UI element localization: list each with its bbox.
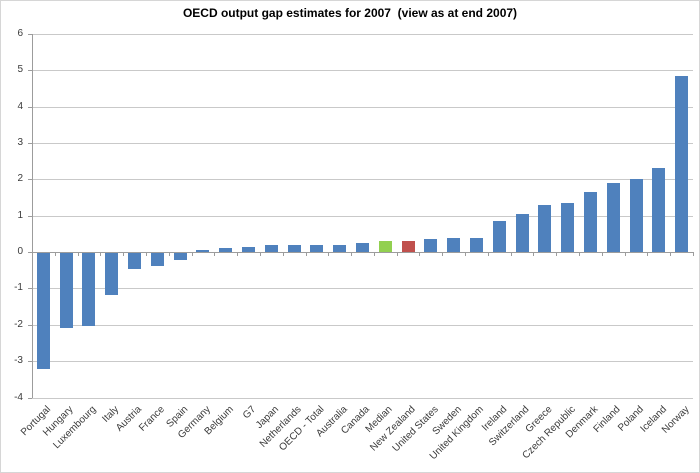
- y-axis-tick: [28, 397, 32, 399]
- x-axis-tick: [601, 252, 603, 257]
- gridline: [32, 361, 693, 363]
- gridline: [32, 70, 693, 72]
- bar-finland: [606, 183, 620, 253]
- y-axis-tick: [28, 179, 32, 181]
- bar-italy: [105, 253, 119, 295]
- x-axis-tick: [214, 252, 216, 257]
- x-axis-tick: [693, 252, 694, 257]
- y-tick-label: 1: [17, 209, 23, 221]
- bar-poland: [629, 179, 643, 253]
- y-tick-label: -4: [14, 391, 23, 403]
- x-axis-tick: [328, 252, 330, 257]
- gridline: [32, 397, 693, 399]
- x-axis-tick: [145, 252, 147, 257]
- bar-spain: [173, 253, 187, 261]
- x-axis-tick: [191, 252, 193, 257]
- x-axis-tick: [100, 252, 102, 257]
- gridline: [32, 215, 693, 217]
- bar-switzerland: [515, 213, 529, 253]
- bar-greece: [538, 204, 552, 253]
- chart-title: OECD output gap estimates for 2007 (view…: [182, 6, 518, 20]
- bar-france: [150, 253, 164, 266]
- x-axis-tick: [32, 252, 33, 257]
- x-axis-tick: [237, 252, 239, 257]
- y-axis-tick: [28, 361, 32, 363]
- gridline: [32, 143, 693, 145]
- x-axis-tick: [54, 252, 56, 257]
- y-axis-tick: [28, 215, 32, 217]
- gridline: [32, 288, 693, 290]
- gridline: [32, 324, 693, 326]
- category-label-g7: G7: [241, 403, 259, 421]
- y-axis-tick: [28, 252, 32, 254]
- bar-belgium: [219, 248, 233, 253]
- y-tick-label: -2: [14, 318, 23, 330]
- gridline: [32, 106, 693, 108]
- y-axis-line: [32, 34, 33, 398]
- y-tick-label: 3: [17, 137, 23, 149]
- y-tick-label: 0: [17, 246, 23, 258]
- gridline: [32, 179, 693, 181]
- bar-median: [378, 241, 392, 253]
- y-axis-tick: [28, 288, 32, 290]
- x-axis-tick: [533, 252, 535, 257]
- x-axis-tick: [487, 252, 489, 257]
- x-axis-tick: [351, 252, 353, 257]
- y-tick-label: -1: [14, 282, 23, 294]
- x-axis-tick: [123, 252, 125, 257]
- x-axis-tick: [396, 252, 398, 257]
- x-axis-tick: [510, 252, 512, 257]
- bar-hungary: [59, 253, 73, 328]
- y-axis-tick: [28, 70, 32, 72]
- x-axis-tick: [624, 252, 626, 257]
- x-axis-tick: [579, 252, 581, 257]
- x-axis-tick: [465, 252, 467, 257]
- bar-australia: [333, 244, 347, 253]
- bar-portugal: [36, 253, 50, 370]
- zero-axis-line: [32, 252, 693, 254]
- x-axis-tick: [168, 252, 170, 257]
- y-tick-label: 6: [17, 28, 23, 39]
- bar-united-states: [424, 239, 438, 253]
- y-axis-tick: [28, 106, 32, 108]
- bar-ireland: [492, 221, 506, 253]
- x-axis-tick: [77, 252, 79, 257]
- x-axis-tick: [282, 252, 284, 257]
- y-axis-tick: [28, 34, 32, 35]
- y-tick-label: 2: [17, 173, 23, 185]
- y-tick-label: 4: [17, 100, 23, 112]
- bar-japan: [264, 244, 278, 253]
- bar-denmark: [583, 192, 597, 253]
- y-tick-label: -3: [14, 355, 23, 367]
- bar-luxembourg: [82, 253, 96, 326]
- bar-iceland: [652, 168, 666, 253]
- category-label-france: France: [137, 403, 168, 434]
- bar-czech-republic: [561, 203, 575, 253]
- x-axis-tick: [305, 252, 307, 257]
- bar-norway: [675, 75, 689, 253]
- bar-netherlands: [287, 244, 301, 253]
- x-axis-tick: [670, 252, 672, 257]
- x-axis-tick: [556, 252, 558, 257]
- bar-oecd-total: [310, 244, 324, 253]
- bar-germany: [196, 250, 210, 253]
- bar-united-kingdom: [469, 237, 483, 253]
- bar-canada: [356, 243, 369, 253]
- y-tick-label: 5: [17, 64, 23, 76]
- x-axis-tick: [442, 252, 444, 257]
- bar-g7: [242, 246, 256, 253]
- x-axis-tick: [373, 252, 375, 257]
- x-axis-tick: [259, 252, 261, 257]
- y-axis-tick: [28, 143, 32, 145]
- y-axis-tick: [28, 324, 32, 326]
- x-axis-tick: [647, 252, 649, 257]
- bar-sweden: [447, 237, 461, 253]
- bar-austria: [128, 253, 142, 270]
- bar-new-zealand: [401, 241, 415, 253]
- gridline: [32, 34, 693, 35]
- x-axis-tick: [419, 252, 421, 257]
